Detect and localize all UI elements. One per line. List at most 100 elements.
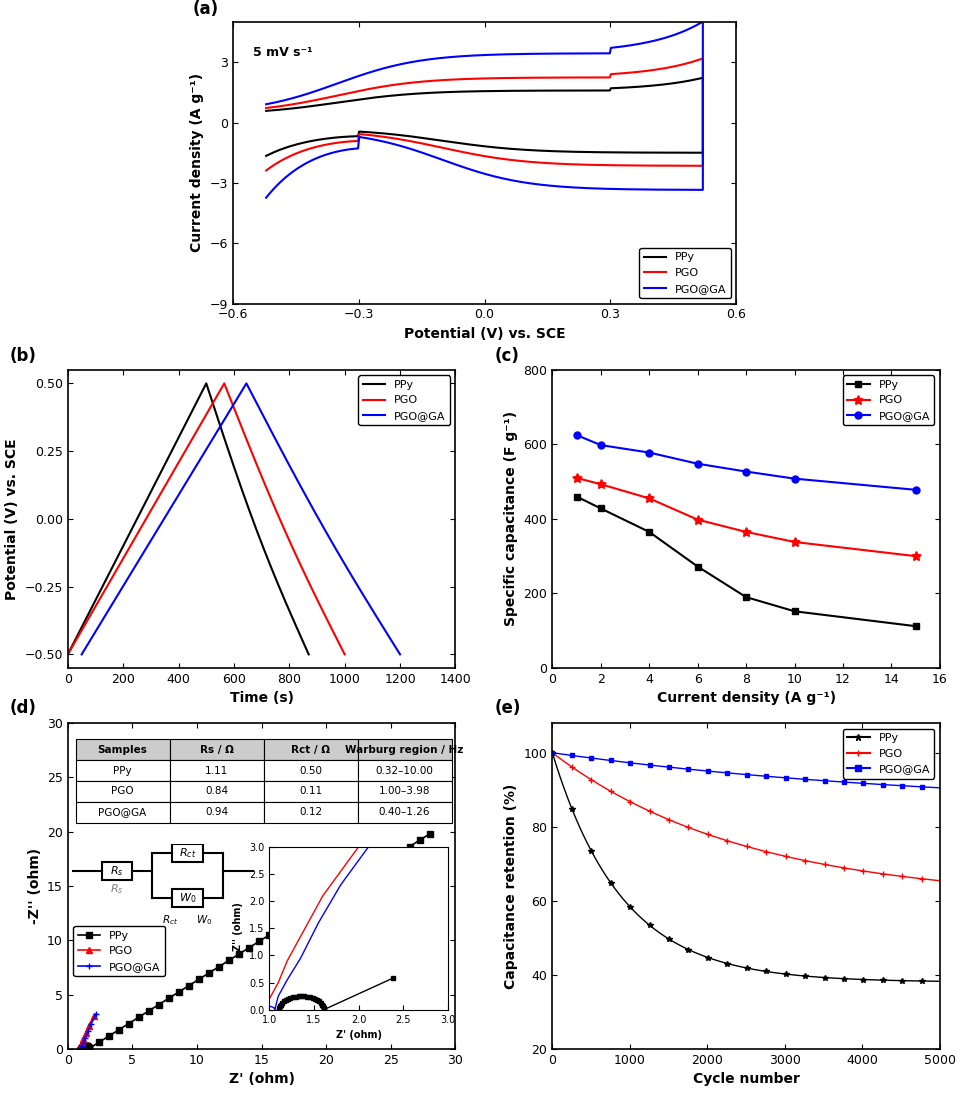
PGO@GA [75,1041,86,1054]
Y-axis label: Capacitance retention (%): Capacitance retention (%) [504,783,518,989]
PGO [692,513,703,527]
PPy [571,490,582,503]
PGO [74,1041,85,1054]
PGO [547,746,558,760]
PGO [75,1042,86,1055]
PGO@GA [873,777,885,790]
Line: PPy: PPy [573,493,920,629]
Legend: PPy, PGO, PGO@GA: PPy, PGO, PGO@GA [843,729,934,778]
PGO [73,1042,84,1055]
PGO [789,535,800,549]
PGO@GA [75,1041,86,1054]
PGO [75,1042,86,1055]
PPy [789,605,800,618]
PPy [934,975,946,988]
PGO@GA [740,465,752,478]
PGO@GA [777,771,789,784]
Line: PPy: PPy [552,753,940,981]
PPy [784,968,796,981]
PGO [74,1041,85,1054]
PGO [75,1042,86,1055]
PPy [873,974,885,987]
PGO [643,491,655,505]
PGO@GA [776,771,788,784]
PGO@GA [76,1041,87,1054]
PGO [82,1019,94,1032]
PGO@GA [76,1042,87,1055]
PGO@GA [76,1042,87,1055]
PGO [75,1042,86,1055]
PPy [777,967,789,980]
PGO@GA [75,1041,86,1054]
Legend: PPy, PGO, PGO@GA: PPy, PGO, PGO@GA [74,926,165,976]
PGO@GA [75,1041,86,1054]
X-axis label: Current density (A g⁻¹): Current density (A g⁻¹) [657,691,835,705]
PGO [74,1041,85,1054]
PGO@GA [76,1041,87,1054]
PGO@GA [82,1025,94,1038]
PGO@GA [90,1008,102,1021]
PGO [571,471,582,485]
PGO@GA [547,746,559,760]
PPy [595,502,607,516]
PGO@GA [75,1042,86,1055]
Y-axis label: Potential (V) vs. SCE: Potential (V) vs. SCE [5,438,19,599]
Line: PGO@GA: PGO@GA [573,432,920,493]
PGO@GA [910,484,922,497]
PGO@GA [75,1041,86,1054]
Y-axis label: Current density (A g⁻¹): Current density (A g⁻¹) [190,73,203,253]
PPy [547,746,558,760]
PPy [264,928,275,942]
PGO@GA [76,1042,87,1055]
PGO@GA [75,1042,86,1055]
Text: (a): (a) [192,0,218,18]
PGO [934,874,946,888]
Y-axis label: -Z'' (ohm): -Z'' (ohm) [27,848,42,924]
PPy [643,526,655,539]
PGO [78,1032,89,1045]
PGO [73,1042,84,1055]
PGO@GA [78,1037,89,1050]
Line: PGO: PGO [572,473,921,561]
X-axis label: Potential (V) vs. SCE: Potential (V) vs. SCE [404,327,565,341]
Line: PGO: PGO [552,753,940,881]
PGO [75,1042,86,1055]
PGO [873,867,885,880]
Text: (c): (c) [494,347,519,365]
PPy [910,619,922,633]
PGO@GA [85,1017,97,1030]
Line: PGO@GA: PGO@GA [77,1010,100,1052]
PGO [73,1042,84,1055]
PPy [80,1040,92,1053]
PPy [776,967,788,980]
Text: (d): (d) [10,699,37,718]
PGO [74,1042,85,1055]
PGO@GA [934,782,946,795]
PPy [740,591,752,604]
PGO [80,1026,92,1039]
PGO [74,1041,85,1054]
PGO [910,550,922,563]
PPy [77,1041,88,1054]
PPy [692,560,703,573]
PGO [73,1042,84,1055]
PPy [547,751,559,764]
Text: 5 mV s⁻¹: 5 mV s⁻¹ [253,46,312,59]
PGO [784,850,796,863]
PGO [73,1042,84,1055]
PGO@GA [76,1042,87,1055]
PGO [77,1037,88,1050]
PGO@GA [76,1042,87,1055]
PGO [75,1042,86,1055]
PGO@GA [547,746,558,760]
Text: (b): (b) [10,347,37,365]
PGO@GA [75,1042,86,1055]
PGO@GA [75,1042,86,1055]
PPy [423,827,435,840]
PGO [74,1041,85,1054]
PGO [776,849,788,862]
PGO@GA [571,428,582,442]
PGO [74,1041,85,1054]
Line: PGO: PGO [76,1013,97,1052]
PGO [74,1041,85,1054]
